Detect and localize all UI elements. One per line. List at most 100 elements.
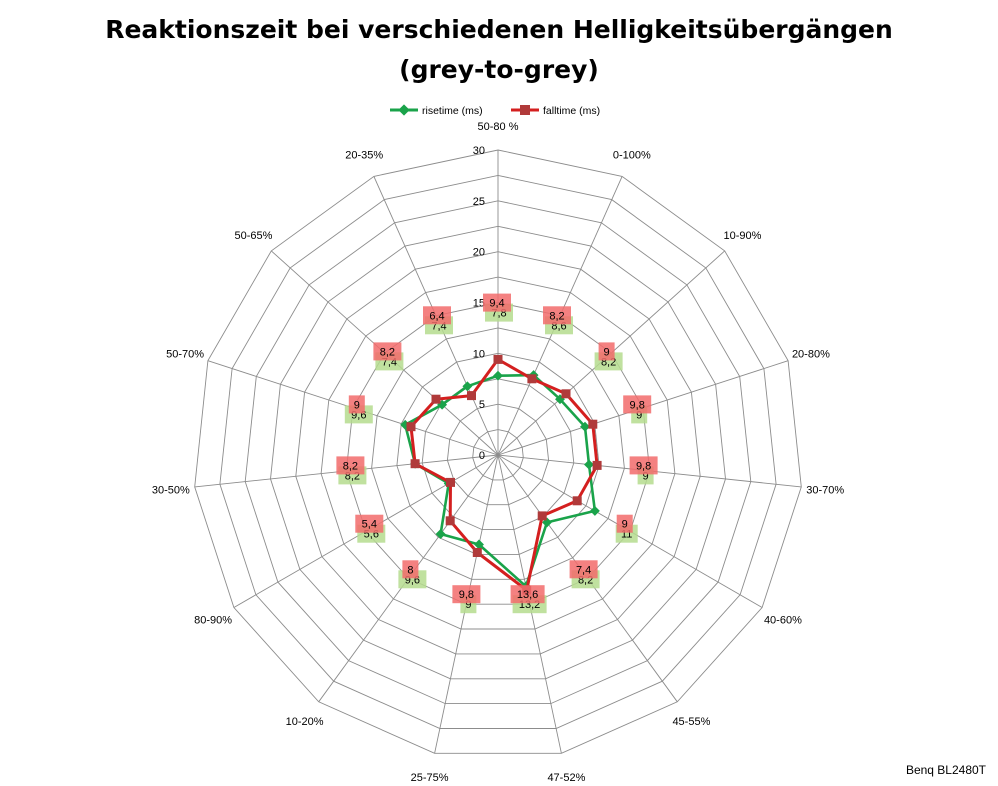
data-label-box [543,306,571,325]
data-point-risetime [435,529,446,539]
category-label: 30-50% [152,484,190,496]
grid-ring [244,200,752,705]
data-label-box [616,514,633,533]
data-label: 8,2 [343,460,358,472]
data-point-falltime [446,477,455,487]
series-line-falltime [409,357,599,592]
category-label: 0-100% [613,149,651,161]
grid-ring [371,327,625,580]
data-point-falltime [445,516,455,526]
tick-label: 20 [473,247,485,259]
category-label: 30-70% [806,484,844,496]
category-label: 20-35% [345,149,383,161]
data-label-box [510,585,545,604]
radar-grid [194,149,802,754]
grid-ring [421,378,575,531]
tick-label: 10 [473,348,485,360]
data-label-box [483,293,511,312]
legend-label-falltime: falltime (ms) [543,105,600,117]
data-label-box [452,585,481,604]
data-point-risetime [584,459,594,470]
grid-ring [270,225,726,680]
category-label: 50-65% [235,230,273,242]
data-point-falltime [527,374,537,384]
data-point-falltime [561,389,571,399]
category-label: 45-55% [672,716,710,728]
data-label-box [623,395,652,414]
legend-item-risetime: risetime (ms) [390,104,483,117]
data-label: 9 [622,519,628,531]
data-label-box [348,395,365,414]
data-label: 8 [407,564,413,576]
grid-ring [320,276,676,630]
legend-item-falltime: falltime (ms) [511,105,600,117]
data-label: 9 [604,346,610,358]
data-labels: 7,88,68,299118,213,299,65,68,29,67,47,49… [336,293,658,614]
data-label-box [423,306,451,325]
grid-ring [219,174,777,729]
data-label: 9,8 [630,399,645,411]
tick-label: 15 [473,298,485,310]
chart-title-line2: (grey-to-grey) [399,55,599,84]
legend-marker-risetime [398,104,410,116]
grid-ring [194,149,802,754]
data-label-box [402,560,419,579]
grid-ring [446,403,550,506]
footer-model-label: Benq BL2480T [906,763,987,777]
category-label: 50-70% [166,348,204,360]
data-label: 8,2 [380,346,395,358]
category-label: 80-90% [194,615,232,627]
data-label: 9,4 [489,298,504,310]
data-label: 5,4 [362,519,377,531]
data-label: 7,4 [576,564,591,576]
data-label: 9 [643,470,649,482]
data-point-risetime [493,370,503,381]
data-point-falltime [467,391,476,401]
category-label: 50-80 % [478,121,519,133]
data-point-falltime [410,459,420,469]
tick-label: 5 [479,399,485,411]
category-labels: 50-80 % 0-100% 10-90% 20-80% 30-70% 40-60% 45-… [152,121,845,784]
category-label: 40-60% [764,615,802,627]
data-label: 9 [636,409,642,421]
data-label: 6,4 [429,310,444,322]
data-point-risetime [462,381,473,392]
chart-title-line1: Reaktionszeit bei verschiedenen Helligke… [105,15,893,44]
data-label: 9 [465,599,471,611]
legend: risetime (ms) falltime (ms) [390,104,600,117]
data-point-risetime [580,421,590,432]
category-label: 47-52% [547,772,585,784]
legend-label-risetime: risetime (ms) [422,105,483,117]
data-label-box [569,560,598,579]
tick-label: 0 [479,450,485,462]
legend-marker-falltime [520,105,530,115]
tick-label: 25 [473,196,485,208]
grid-ring [345,302,651,605]
data-point-risetime [474,539,484,550]
data-label: 9,8 [636,460,651,472]
data-point-falltime [472,548,482,557]
data-label: 13,6 [517,589,538,601]
tick-label: 30 [473,145,485,157]
radial-axis-ticks: 0 5 10 15 20 25 30 [473,145,485,462]
data-label-box [629,456,658,475]
data-point-risetime [589,505,600,516]
data-label-box [373,342,402,361]
data-point-falltime [588,419,598,429]
data-label: 8,2 [549,310,564,322]
category-label: 10-90% [724,230,762,242]
data-label-box [336,456,365,475]
data-label: 11 [621,529,632,541]
category-label: 10-20% [286,716,324,728]
data-point-falltime [431,394,441,404]
grid-ring [396,352,600,555]
data-label: 9 [354,399,360,411]
series-lines [400,354,602,595]
data-point-falltime [493,354,503,364]
data-label-box [355,514,384,533]
data-label-box [598,342,615,361]
data-point-falltime [572,496,582,506]
data-label: 9,8 [459,589,474,601]
data-point-falltime [592,460,602,470]
